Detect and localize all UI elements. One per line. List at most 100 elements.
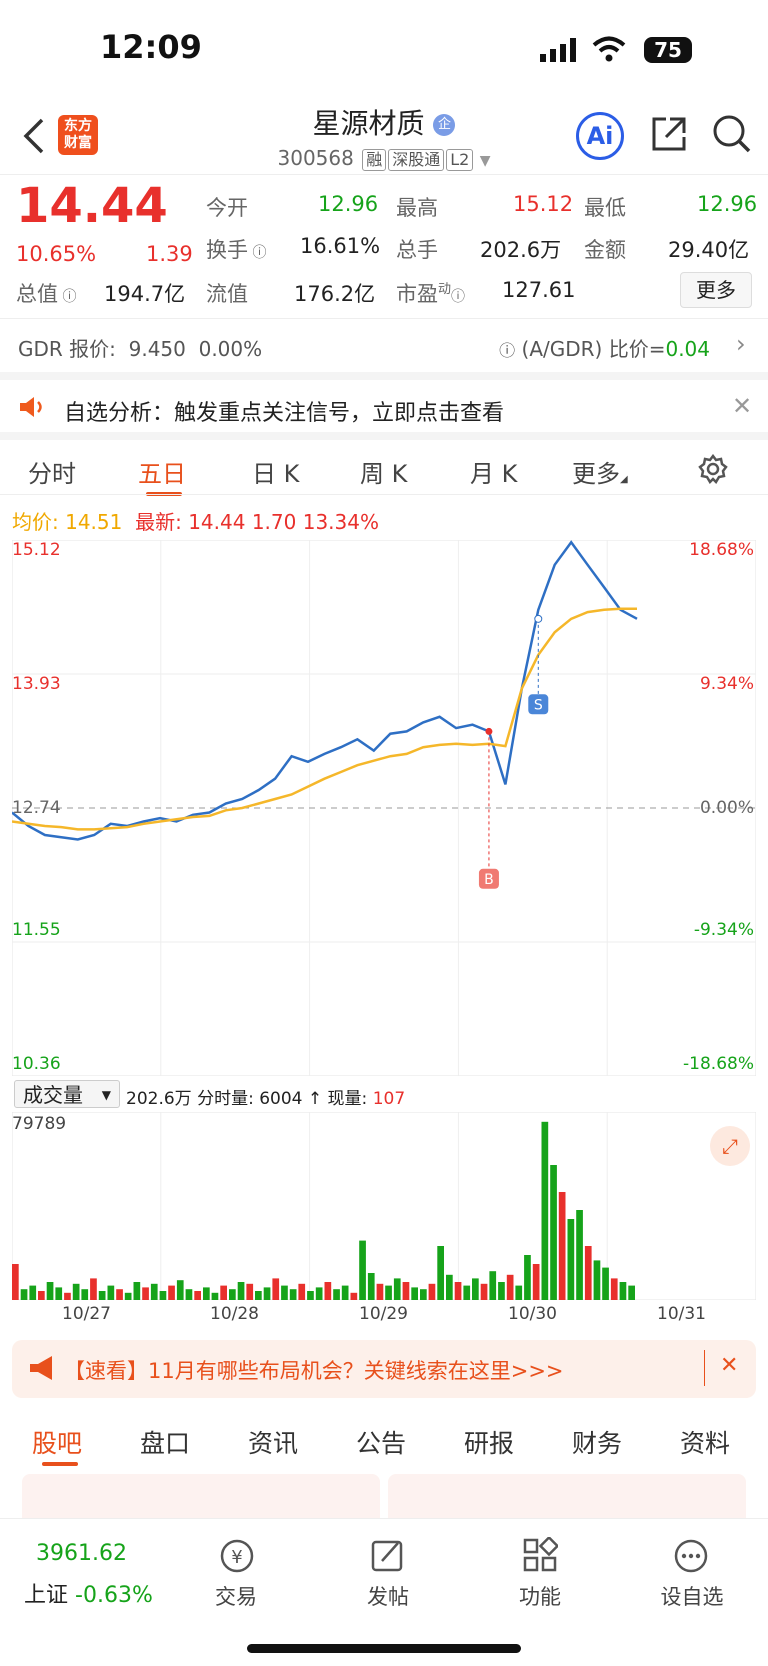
volume-bar xyxy=(463,1286,470,1300)
settings-gear-icon[interactable] xyxy=(698,454,728,488)
volume-bar xyxy=(47,1282,54,1300)
more-quote-button[interactable]: 更多 xyxy=(680,272,752,308)
tab-monthly-k[interactable]: 月 K xyxy=(470,454,517,489)
y-label-top: 15.12 xyxy=(12,540,61,560)
volume-bar xyxy=(437,1246,444,1300)
open-label: 今开 xyxy=(206,192,248,222)
volume-bar xyxy=(64,1293,71,1300)
latest-change: 1.70 xyxy=(252,510,297,534)
volume-chart[interactable] xyxy=(12,1112,756,1300)
tab-finance[interactable]: 财务 xyxy=(572,1424,622,1460)
volume-bar xyxy=(255,1291,262,1300)
volume-bar xyxy=(472,1278,479,1300)
tab-announcements[interactable]: 公告 xyxy=(356,1424,406,1460)
promo-banner[interactable]: 【速看】11月有哪些布局机会？关键线索在这里>>> ✕ xyxy=(12,1340,756,1398)
volume-selector[interactable]: 成交量 ▼ xyxy=(14,1080,120,1108)
volume-bar xyxy=(212,1293,219,1300)
volume-bar xyxy=(21,1289,28,1300)
tab-five-day[interactable]: 五日 xyxy=(138,454,186,489)
svg-text:¥: ¥ xyxy=(231,1547,242,1568)
notice-bar[interactable]: 自选分析：触发重点关注信号，立即点击查看 ✕ xyxy=(0,372,768,432)
nav-functions[interactable]: 功能 xyxy=(500,1581,580,1611)
avg-label: 均价: xyxy=(12,510,59,534)
current-price: 14.44 xyxy=(16,178,168,234)
volume-bar xyxy=(542,1122,549,1300)
index-value[interactable]: 3961.62 xyxy=(36,1541,127,1566)
volume-bar xyxy=(489,1271,496,1300)
volume-bar xyxy=(550,1165,557,1300)
status-time: 12:09 xyxy=(100,28,202,66)
tab-more[interactable]: 更多◢ xyxy=(572,454,628,489)
close-icon[interactable]: ✕ xyxy=(732,392,752,420)
turnover-value: 16.61% xyxy=(300,234,380,258)
amount-label: 金额 xyxy=(584,234,626,264)
amount-value: 29.40亿 xyxy=(668,234,749,264)
volume-bar xyxy=(125,1293,132,1300)
y-label-4: 11.55 xyxy=(12,920,61,940)
more-dots-icon[interactable] xyxy=(672,1537,710,1579)
tab-news[interactable]: 资讯 xyxy=(248,1424,298,1460)
gdr-row[interactable]: GDR 报价: 9.450 0.00% xyxy=(18,333,262,362)
volume-bar xyxy=(585,1246,592,1300)
info-icon: ⓘ xyxy=(248,245,266,261)
volume-bar xyxy=(307,1291,314,1300)
tab-weekly-k[interactable]: 周 K xyxy=(360,454,407,489)
divider xyxy=(704,1350,705,1386)
volume-bar xyxy=(533,1264,540,1300)
volume-bar xyxy=(99,1291,106,1300)
volume-bar xyxy=(351,1293,358,1300)
sell-signal-label: S xyxy=(534,697,543,713)
volume-bar xyxy=(620,1282,627,1300)
gdr-price: 9.450 xyxy=(129,337,186,361)
gdr-ratio[interactable]: ⓘ (A/GDR) 比价=0.04 xyxy=(499,333,710,362)
wifi-icon xyxy=(592,36,626,66)
search-icon[interactable] xyxy=(712,114,752,158)
price-line xyxy=(12,542,637,839)
notice-text: 自选分析：触发重点关注信号，立即点击查看 xyxy=(64,395,504,427)
trade-icon[interactable]: ¥ xyxy=(218,1537,256,1579)
nav-post[interactable]: 发帖 xyxy=(348,1581,428,1611)
volume-bar xyxy=(377,1284,384,1300)
volume-bar xyxy=(229,1289,236,1300)
hot-list-card[interactable] xyxy=(22,1474,380,1518)
nav-add-watchlist[interactable]: 设自选 xyxy=(652,1581,732,1611)
low-label: 最低 xyxy=(584,192,626,222)
latest-change-pct: 13.34% xyxy=(303,510,379,534)
volume-bar xyxy=(385,1286,392,1300)
volume-bar xyxy=(576,1210,583,1300)
share-icon[interactable] xyxy=(650,115,688,157)
section-tabs: 股吧 盘口 资讯 公告 研报 财务 资料 xyxy=(0,1410,768,1470)
volume-bar xyxy=(81,1289,88,1300)
date-label: 10/30 xyxy=(508,1304,557,1324)
index-name: 上证 xyxy=(24,1583,68,1608)
post-icon[interactable] xyxy=(370,1537,406,1577)
index-row[interactable]: 上证 -0.63% xyxy=(24,1577,153,1609)
ai-button[interactable]: Ai xyxy=(576,112,624,160)
price-chart[interactable]: BS xyxy=(12,540,756,1076)
volume-bar xyxy=(38,1291,45,1300)
bull-bear-card[interactable] xyxy=(388,1474,746,1518)
volume-bar xyxy=(316,1287,323,1300)
expand-icon[interactable]: ⤢ xyxy=(710,1126,750,1166)
index-pct: -0.63% xyxy=(75,1583,153,1608)
tab-guba[interactable]: 股吧 xyxy=(32,1424,82,1460)
tab-daily-k[interactable]: 日 K xyxy=(252,454,299,489)
buy-signal-dot xyxy=(485,728,492,735)
date-label: 10/27 xyxy=(62,1304,111,1324)
banner-text: 【速看】11月有哪些布局机会？关键线索在这里>>> xyxy=(64,1355,564,1385)
close-icon[interactable]: ✕ xyxy=(720,1353,738,1378)
enterprise-badge: 企 xyxy=(433,114,455,136)
pct-label-4: -9.34% xyxy=(694,920,754,940)
tab-profile[interactable]: 资料 xyxy=(680,1424,730,1460)
grid-icon[interactable] xyxy=(522,1537,558,1577)
chevron-right-icon[interactable]: › xyxy=(736,330,746,358)
volume-bar xyxy=(559,1192,566,1300)
nav-trade[interactable]: 交易 xyxy=(196,1581,276,1611)
float-value: 176.2亿 xyxy=(294,278,375,308)
tab-research[interactable]: 研报 xyxy=(464,1424,514,1460)
volume-bar xyxy=(116,1289,123,1300)
tab-pankou[interactable]: 盘口 xyxy=(140,1424,190,1460)
volume-bar xyxy=(12,1264,19,1300)
volume-bar xyxy=(628,1286,635,1300)
tab-intraday[interactable]: 分时 xyxy=(28,454,76,489)
